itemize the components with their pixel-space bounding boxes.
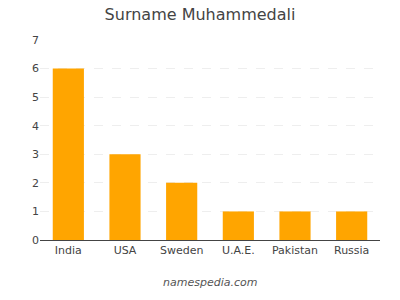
svg-text:6: 6 (32, 62, 39, 75)
svg-text:4: 4 (32, 120, 39, 133)
svg-text:0: 0 (32, 234, 39, 247)
svg-text:Russia: Russia (334, 244, 369, 257)
svg-text:namespedia.com: namespedia.com (163, 276, 257, 289)
svg-text:USA: USA (114, 244, 137, 257)
svg-text:Surname Muhammedali: Surname Muhammedali (105, 5, 296, 24)
svg-text:Sweden: Sweden (160, 244, 203, 257)
svg-text:Pakistan: Pakistan (272, 244, 318, 257)
svg-text:2: 2 (32, 177, 39, 190)
svg-text:India: India (55, 244, 82, 257)
svg-text:3: 3 (32, 148, 39, 161)
svg-text:1: 1 (32, 205, 39, 218)
svg-text:5: 5 (32, 91, 39, 104)
svg-text:7: 7 (32, 34, 39, 47)
svg-text:U.A.E.: U.A.E. (222, 244, 255, 257)
